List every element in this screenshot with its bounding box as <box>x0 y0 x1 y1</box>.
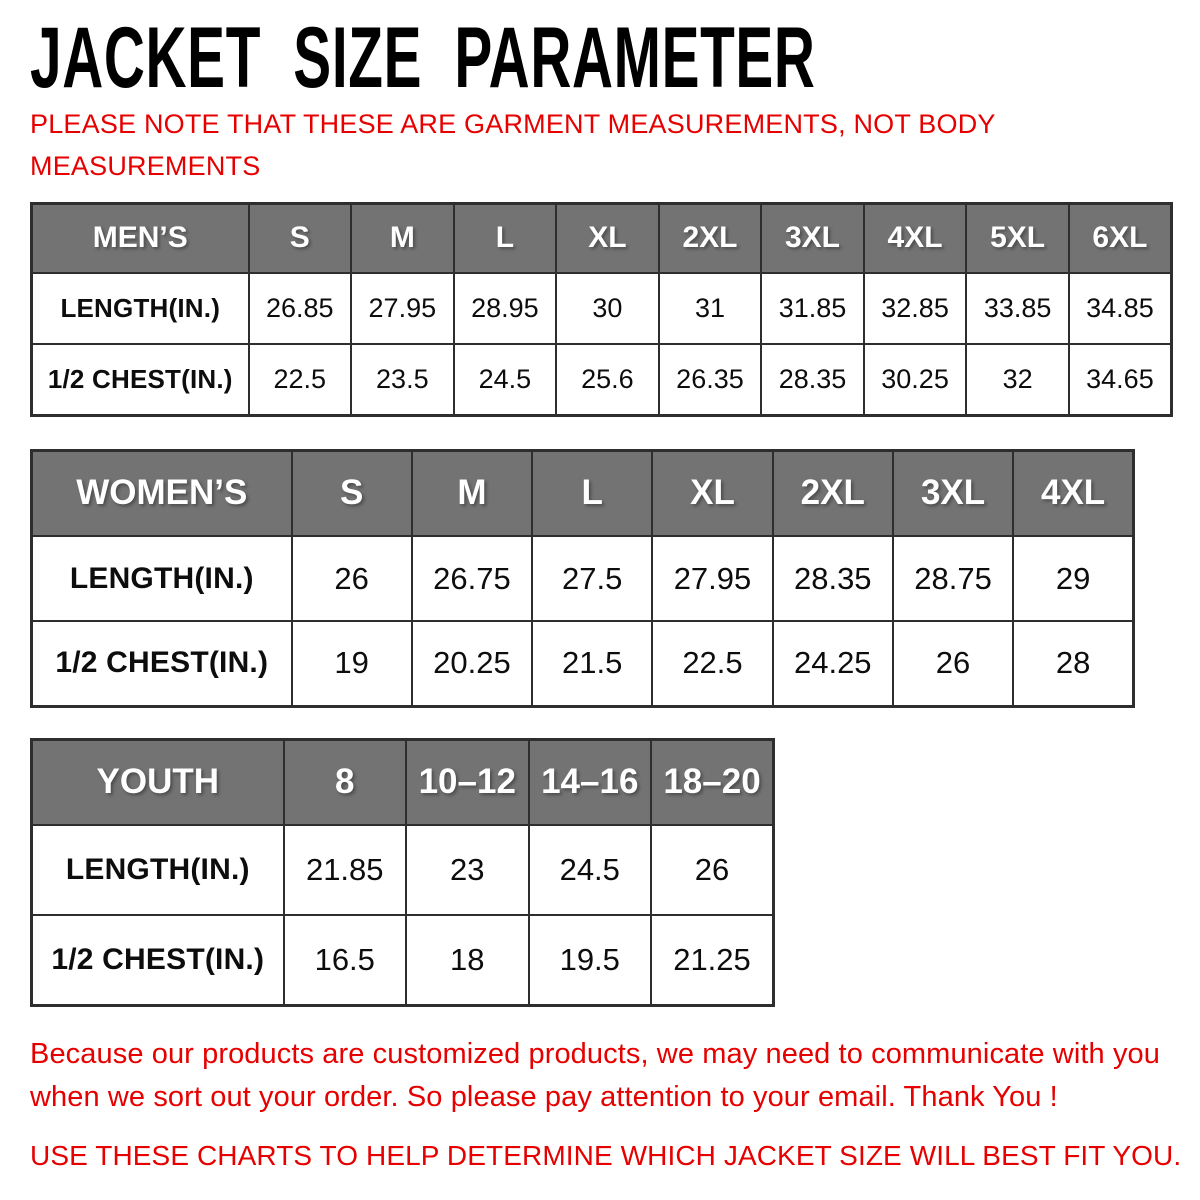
mens-size-header: 5XL <box>965 202 1070 275</box>
row-label: LENGTH(IN.) <box>30 272 250 346</box>
size-value-cell: 32 <box>965 343 1070 417</box>
garment-measurement-note: PLEASE NOTE THAT THESE ARE GARMENT MEASU… <box>30 104 1170 188</box>
size-value-cell: 23.5 <box>350 343 455 417</box>
womens-size-header: XL <box>651 449 774 538</box>
mens-size-header: XL <box>555 202 660 275</box>
mens-size-table: MEN’S S M L XL 2XL 3XL 4XL 5XL 6XL LENGTH(IN.) 26.8… <box>30 201 1173 417</box>
size-value-cell: 21.85 <box>282 824 407 917</box>
customization-notice: Because our products are customized prod… <box>30 1033 1170 1120</box>
row-label: 1/2 CHEST(IN.) <box>30 620 293 708</box>
mens-table-row: LENGTH(IN.) 26.85 27.95 28.95 30 31 31.85 32.85… <box>30 272 1173 346</box>
size-value-cell: 27.5 <box>531 535 654 623</box>
size-value-cell: 32.85 <box>862 272 968 346</box>
size-value-cell: 27.95 <box>651 535 774 623</box>
mens-table-row: 1/2 CHEST(IN.) 22.5 23.5 24.5 25.6 26.35 28.35… <box>30 343 1173 417</box>
size-value-cell: 25.6 <box>555 343 660 417</box>
size-value-cell: 26 <box>650 824 775 917</box>
size-value-cell: 18 <box>405 914 530 1007</box>
youth-size-header: 14–16 <box>527 738 652 827</box>
mens-size-header: 4XL <box>862 202 968 275</box>
row-label: LENGTH(IN.) <box>30 535 293 623</box>
note-line-1: PLEASE NOTE THAT THESE ARE GARMENT MEASU… <box>30 109 996 139</box>
size-value-cell: 24.5 <box>452 343 558 417</box>
womens-size-header: 2XL <box>771 449 894 538</box>
youth-size-header: 18–20 <box>650 738 775 827</box>
size-value-cell: 29 <box>1012 535 1135 623</box>
womens-size-header: L <box>531 449 654 538</box>
closing-advice-text: USE THESE CHARTS TO HELP DETERMINE WHICH… <box>30 1139 1182 1171</box>
size-value-cell: 30.25 <box>862 343 968 417</box>
youth-size-header: 8 <box>282 738 407 827</box>
customization-notice-line-1: Because our products are customized prod… <box>30 1037 1160 1070</box>
size-value-cell: 28.95 <box>452 272 558 346</box>
size-value-cell: 19.5 <box>527 914 652 1007</box>
mens-size-header: M <box>350 202 455 275</box>
size-chart-page: JACKET SIZE PARAMETER PLEASE NOTE THAT T… <box>30 10 1182 1171</box>
size-value-cell: 21.5 <box>531 620 654 708</box>
size-value-cell: 26.35 <box>657 343 763 417</box>
size-value-cell: 31 <box>657 272 763 346</box>
size-value-cell: 23 <box>405 824 530 917</box>
womens-table-row: 1/2 CHEST(IN.) 19 20.25 21.5 22.5 24.25 26 28 <box>30 620 1135 708</box>
womens-header-row: WOMEN’S S M L XL 2XL 3XL 4XL <box>30 449 1135 538</box>
note-line-2: MEASUREMENTS <box>30 150 261 181</box>
size-value-cell: 33.85 <box>965 272 1070 346</box>
size-value-cell: 24.25 <box>771 620 894 708</box>
size-value-cell: 34.65 <box>1067 343 1173 417</box>
youth-group-label: YOUTH <box>30 738 285 827</box>
customization-notice-line-2: when we sort out your order. So please p… <box>30 1081 1058 1114</box>
size-value-cell: 22.5 <box>651 620 774 708</box>
womens-group-label: WOMEN’S <box>30 449 293 538</box>
mens-size-header: 3XL <box>760 202 865 275</box>
size-value-cell: 24.5 <box>527 824 652 917</box>
mens-size-header: 6XL <box>1067 202 1173 275</box>
womens-table-row: LENGTH(IN.) 26 26.75 27.5 27.95 28.35 28.75 29 <box>30 535 1135 623</box>
size-value-cell: 31.85 <box>760 272 865 346</box>
youth-table-row: 1/2 CHEST(IN.) 16.5 18 19.5 21.25 <box>30 914 775 1007</box>
mens-size-table-section: MEN’S S M L XL 2XL 3XL 4XL 5XL 6XL LENGTH(IN.) 26.8… <box>30 201 1173 417</box>
mens-size-header: L <box>452 202 558 275</box>
row-label: 1/2 CHEST(IN.) <box>30 914 285 1007</box>
row-label: LENGTH(IN.) <box>30 824 285 917</box>
womens-size-header: 3XL <box>891 449 1015 538</box>
size-value-cell: 30 <box>555 272 660 346</box>
size-value-cell: 26 <box>290 535 413 623</box>
size-value-cell: 22.5 <box>247 343 353 417</box>
size-value-cell: 28.35 <box>760 343 865 417</box>
size-value-cell: 26.85 <box>247 272 353 346</box>
mens-size-header: 2XL <box>657 202 763 275</box>
womens-size-header: S <box>290 449 413 538</box>
size-value-cell: 28.35 <box>771 535 894 623</box>
size-value-cell: 19 <box>290 620 413 708</box>
womens-size-header: M <box>410 449 534 538</box>
youth-table-row: LENGTH(IN.) 21.85 23 24.5 26 <box>30 824 775 917</box>
size-value-cell: 26.75 <box>410 535 534 623</box>
youth-size-table: YOUTH 8 10–12 14–16 18–20 LENGTH(IN.) 21.85 23 2… <box>30 737 775 1007</box>
size-value-cell: 16.5 <box>282 914 407 1007</box>
mens-header-row: MEN’S S M L XL 2XL 3XL 4XL 5XL 6XL <box>30 202 1173 275</box>
size-value-cell: 26 <box>891 620 1015 708</box>
size-value-cell: 28.75 <box>891 535 1015 623</box>
mens-size-header: S <box>247 202 353 275</box>
womens-size-table: WOMEN’S S M L XL 2XL 3XL 4XL LENGTH(IN.) 26 26.75 2… <box>30 448 1135 708</box>
womens-size-header: 4XL <box>1012 449 1135 538</box>
youth-size-table-section: YOUTH 8 10–12 14–16 18–20 LENGTH(IN.) 21.85 23 2… <box>30 737 1170 1007</box>
youth-size-header: 10–12 <box>405 738 530 827</box>
youth-header-row: YOUTH 8 10–12 14–16 18–20 <box>30 738 775 827</box>
size-value-cell: 20.25 <box>410 620 534 708</box>
page-title: JACKET SIZE PARAMETER <box>30 10 816 106</box>
size-value-cell: 34.85 <box>1067 272 1173 346</box>
row-label: 1/2 CHEST(IN.) <box>30 343 250 417</box>
size-value-cell: 21.25 <box>650 914 775 1007</box>
size-value-cell: 28 <box>1012 620 1135 708</box>
mens-group-label: MEN’S <box>30 202 250 275</box>
womens-size-table-section: WOMEN’S S M L XL 2XL 3XL 4XL LENGTH(IN.) 26 26.75 2… <box>30 448 1170 708</box>
size-value-cell: 27.95 <box>350 272 455 346</box>
